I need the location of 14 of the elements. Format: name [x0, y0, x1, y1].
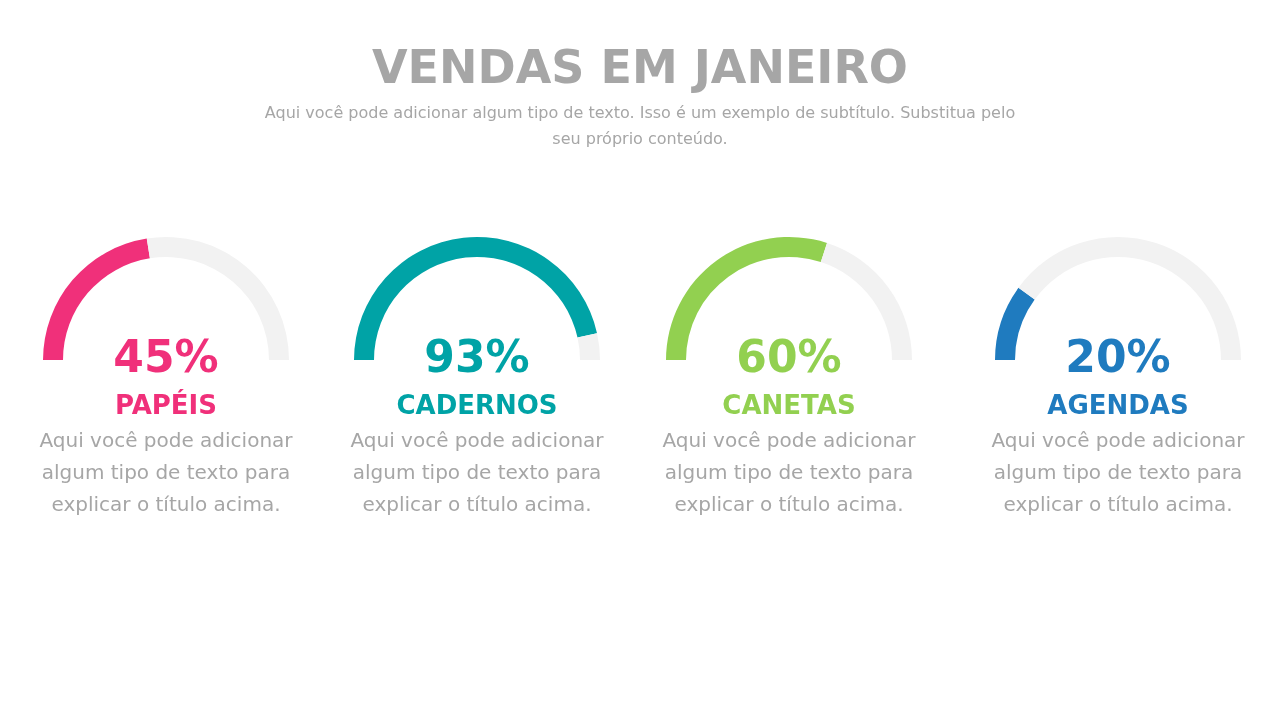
text: Aqui você pode adicionar algum tipo de texto para explicar o título acima.	[349, 427, 605, 518]
text: 60%	[736, 330, 842, 382]
text: 45%	[113, 330, 219, 382]
text: Aqui você pode adicionar algum tipo de texto para explicar o título acima.	[661, 427, 917, 518]
text: VENDAS EM JANEIRO	[371, 40, 909, 94]
text: 93%	[424, 330, 530, 382]
text: CANETAS	[721, 390, 857, 420]
text: Aqui você pode adicionar algum tipo de texto para explicar o título acima.	[990, 427, 1246, 518]
text: Aqui você pode adicionar algum tipo de texto. Isso é um exemplo de subtítulo. Substitua pelo seu próprio conteúdo.	[263, 102, 1017, 150]
text: PAPÉIS	[114, 390, 218, 420]
text: CADERNOS	[395, 390, 559, 420]
text: Aqui você pode adicionar algum tipo de texto para explicar o título acima.	[38, 427, 294, 518]
text: 20%	[1065, 330, 1171, 382]
text: AGENDAS	[1046, 390, 1190, 420]
